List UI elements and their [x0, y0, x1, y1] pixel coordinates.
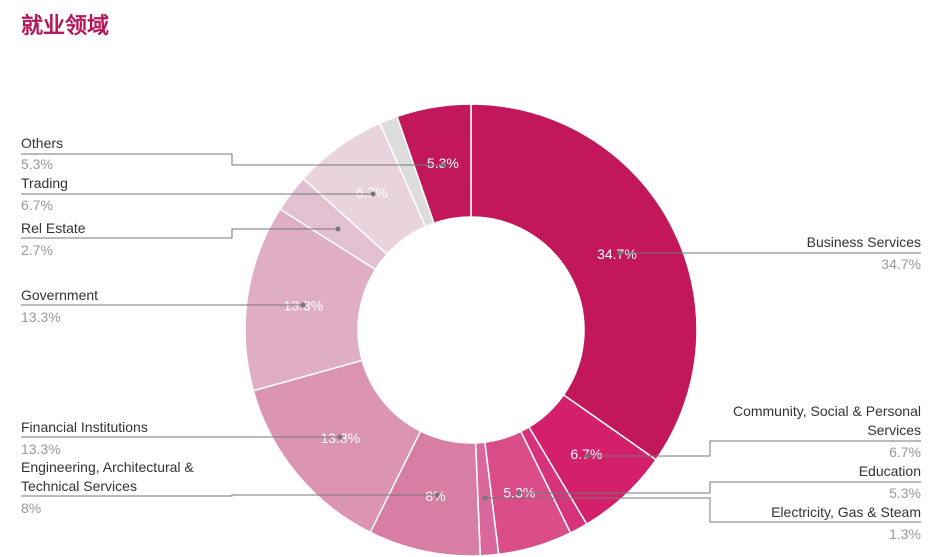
- category-label: Education: [859, 463, 921, 479]
- category-label: Government: [21, 287, 98, 303]
- slice-value-label: 34.7%: [597, 246, 637, 262]
- slice-0[interactable]: [470, 103, 698, 461]
- chart-title: 就业领域: [21, 14, 110, 39]
- leader-line: [21, 228, 338, 239]
- category-label: Electricity, Gas & Steam: [771, 504, 921, 520]
- category-value: 6.7%: [21, 197, 53, 213]
- leader-dot: [434, 492, 440, 498]
- leader-line: [21, 153, 444, 166]
- category-label: Financial Institutions: [21, 419, 148, 435]
- category-value: 2.7%: [21, 242, 53, 258]
- category-label: Others: [21, 135, 63, 151]
- leader-dot: [482, 495, 488, 501]
- category-value: 34.7%: [881, 256, 921, 272]
- leader-dot: [335, 226, 341, 232]
- category-value: 5.3%: [21, 156, 53, 172]
- category-value: 6.7%: [889, 444, 921, 460]
- category-value: 5.3%: [889, 485, 921, 501]
- category-label: Community, Social & Personal: [733, 403, 921, 419]
- category-value: 13.3%: [21, 309, 61, 325]
- slice-7[interactable]: [244, 208, 377, 392]
- category-label: Business Services: [807, 234, 921, 250]
- category-value: 1.3%: [889, 526, 921, 542]
- leader-line: [587, 440, 921, 457]
- leader-dot: [370, 191, 376, 197]
- category-value: 8%: [21, 500, 41, 516]
- leader-dot: [584, 453, 590, 459]
- category-label: Technical Services: [21, 478, 137, 494]
- leader-line: [21, 494, 437, 497]
- leader-dot: [617, 250, 623, 256]
- category-label: Services: [867, 422, 921, 438]
- leader-line: [485, 497, 921, 523]
- leader-dot: [516, 490, 522, 496]
- leader-line: [519, 481, 921, 494]
- leader-dot: [337, 434, 343, 440]
- leader-dot: [300, 302, 306, 308]
- category-label: Engineering, Architectural &: [21, 459, 194, 475]
- category-label: Rel Estate: [21, 220, 86, 236]
- leader-dot: [441, 162, 447, 168]
- category-label: Trading: [21, 175, 68, 191]
- slice-11[interactable]: [396, 103, 472, 225]
- slice-6[interactable]: [252, 359, 422, 534]
- category-value: 13.3%: [21, 441, 61, 457]
